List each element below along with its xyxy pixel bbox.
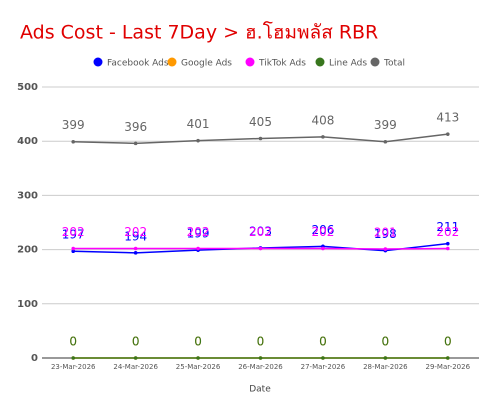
data-label: 201 bbox=[374, 226, 397, 240]
data-label: 0 bbox=[194, 335, 202, 349]
data-label: 408 bbox=[311, 113, 334, 127]
data-label: 0 bbox=[132, 335, 140, 349]
data-label: 206 bbox=[311, 223, 334, 237]
x-tick-label: 27-Mar-2026 bbox=[301, 363, 346, 371]
data-label: 202 bbox=[124, 225, 147, 239]
legend-marker bbox=[93, 57, 103, 67]
data-label: 211 bbox=[436, 220, 459, 234]
point bbox=[196, 246, 200, 251]
data-label: 405 bbox=[249, 115, 272, 129]
point bbox=[71, 246, 76, 251]
data-label: 0 bbox=[257, 335, 265, 349]
point bbox=[445, 246, 450, 251]
point bbox=[258, 246, 263, 251]
point bbox=[133, 251, 138, 255]
legend-label: Facebook Ads bbox=[107, 59, 169, 69]
data-label: 401 bbox=[187, 117, 210, 131]
data-label: 202 bbox=[62, 225, 85, 239]
data-label: 202 bbox=[249, 225, 272, 239]
point bbox=[258, 356, 263, 360]
point bbox=[196, 138, 200, 143]
data-label: 399 bbox=[374, 118, 397, 132]
data-label: 0 bbox=[69, 335, 77, 349]
x-tick-label: 23-Mar-2026 bbox=[51, 363, 96, 371]
point bbox=[321, 135, 325, 139]
x-tick-label: 24-Mar-2026 bbox=[113, 363, 158, 371]
data-label: 197 bbox=[62, 228, 85, 242]
y-tick-label: 400 bbox=[17, 136, 38, 147]
point bbox=[258, 136, 263, 141]
point bbox=[383, 356, 388, 360]
point bbox=[383, 247, 388, 251]
point bbox=[321, 246, 325, 251]
legend-marker bbox=[315, 57, 325, 67]
point bbox=[321, 356, 325, 360]
data-label: 0 bbox=[382, 335, 390, 349]
x-axis-title: Date bbox=[249, 385, 271, 395]
data-label: 0 bbox=[444, 335, 452, 349]
data-label: 413 bbox=[436, 111, 459, 125]
data-label: 0 bbox=[194, 335, 202, 349]
data-label: 0 bbox=[444, 335, 452, 349]
x-tick-label: 25-Mar-2026 bbox=[176, 363, 221, 371]
data-label: 199 bbox=[187, 227, 210, 241]
data-label: 0 bbox=[69, 335, 77, 349]
legend-marker bbox=[370, 57, 380, 67]
point bbox=[71, 249, 76, 254]
y-tick-label: 500 bbox=[17, 82, 38, 93]
x-tick-label: 26-Mar-2026 bbox=[238, 363, 283, 371]
y-tick-label: 100 bbox=[17, 299, 38, 310]
point bbox=[445, 241, 450, 246]
legend-label: TikTok Ads bbox=[258, 59, 306, 69]
point bbox=[383, 139, 388, 144]
data-label: 0 bbox=[132, 335, 140, 349]
data-label: 399 bbox=[62, 118, 85, 132]
point bbox=[196, 356, 200, 360]
data-label: 0 bbox=[382, 335, 390, 349]
legend-marker bbox=[245, 57, 255, 67]
point bbox=[133, 141, 138, 146]
point bbox=[445, 132, 450, 136]
point bbox=[133, 246, 138, 251]
legend-label: Total bbox=[383, 59, 405, 69]
point bbox=[445, 356, 450, 360]
data-label: 198 bbox=[374, 227, 397, 241]
data-label: 202 bbox=[311, 225, 334, 239]
data-label: 202 bbox=[187, 225, 210, 239]
data-label: 202 bbox=[436, 225, 459, 239]
chart-title: Ads Cost - Last 7Day > ฮ.โฮมพลัส RBR bbox=[20, 21, 378, 44]
data-label: 203 bbox=[249, 224, 272, 238]
data-label: 194 bbox=[124, 229, 147, 243]
data-label: 0 bbox=[257, 335, 265, 349]
y-tick-label: 300 bbox=[17, 190, 38, 201]
data-label: 396 bbox=[124, 120, 147, 134]
data-label: 0 bbox=[319, 335, 327, 349]
x-tick-label: 29-Mar-2026 bbox=[426, 363, 471, 371]
point bbox=[71, 139, 76, 144]
x-tick-label: 28-Mar-2026 bbox=[363, 363, 408, 371]
data-label: 0 bbox=[319, 335, 327, 349]
legend-label: Line Ads bbox=[329, 59, 367, 69]
point bbox=[133, 356, 138, 360]
y-tick-label: 200 bbox=[17, 245, 38, 256]
legend-marker bbox=[167, 57, 177, 67]
y-tick-label: 0 bbox=[31, 353, 38, 364]
legend-label: Google Ads bbox=[181, 59, 232, 69]
point bbox=[71, 356, 76, 360]
